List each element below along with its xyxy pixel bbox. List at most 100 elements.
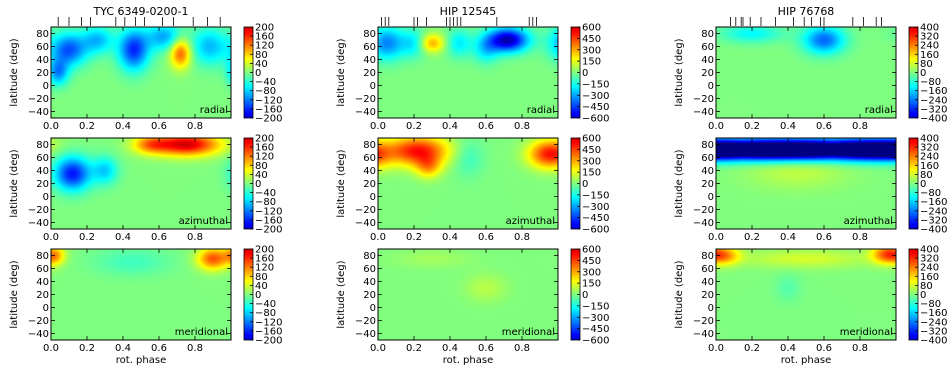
y-tick-label: −20 <box>693 205 714 216</box>
x-tick-label: 0.8 <box>852 232 868 243</box>
x-tick-label: 0.6 <box>151 343 167 354</box>
x-tick-label: 0.2 <box>744 121 760 132</box>
colorbar-tick-label: 40 <box>255 59 268 70</box>
colorbar-tick-label: −80 <box>255 197 276 208</box>
x-tick-label: 0.8 <box>514 232 530 243</box>
colorbar-tick-label: −160 <box>920 197 947 208</box>
component-label: radial <box>865 105 893 116</box>
y-tick-label: 60 <box>701 153 714 164</box>
colorbar-tick-label: −450 <box>582 213 609 224</box>
x-tick-label: 0.4 <box>115 232 131 243</box>
colorbar-tick-label: 450 <box>582 256 601 267</box>
heatmap-meridional <box>716 249 896 340</box>
colorbar-tick-label: 300 <box>582 267 601 278</box>
y-tick-label: −20 <box>28 94 49 105</box>
colorbar-tick-label: 40 <box>255 281 268 292</box>
x-axis-label: rot. phase <box>116 355 166 366</box>
x-tick-label: 0.0 <box>708 232 724 243</box>
colorbar-tick-label: −240 <box>920 317 947 328</box>
colorbar-tick-label: 320 <box>920 254 939 265</box>
colorbar-tick-label: 200 <box>255 134 274 145</box>
y-tick-label: 40 <box>701 277 714 288</box>
colorbar-tick-label: −120 <box>255 206 282 217</box>
y-tick-label: −20 <box>28 316 49 327</box>
x-tick-label: 0.6 <box>478 232 494 243</box>
heatmap-azimuthal <box>716 138 896 229</box>
colorbar-tick-label: −120 <box>255 95 282 106</box>
x-tick-label: 0.0 <box>370 232 386 243</box>
y-axis-label: latitude (deg) <box>336 149 347 217</box>
y-tick-label: 60 <box>36 264 49 275</box>
y-tick-label: 0 <box>370 192 376 203</box>
colorbar-tick-label: −450 <box>582 324 609 335</box>
colorbar-tick-label: 160 <box>255 254 274 265</box>
y-tick-label: 80 <box>701 140 714 151</box>
heatmap-radial <box>716 27 896 118</box>
x-tick-label: 0.8 <box>514 121 530 132</box>
component-label: azimuthal <box>506 216 555 227</box>
y-tick-label: 60 <box>363 264 376 275</box>
component-label: azimuthal <box>844 216 893 227</box>
y-axis-label: latitude (deg) <box>9 260 20 328</box>
colorbar-tick-label: 320 <box>920 143 939 154</box>
colorbar-tick-label: 600 <box>582 23 601 34</box>
colorbar-tick-label: −400 <box>920 336 947 347</box>
colorbar-tick-label: −160 <box>920 308 947 319</box>
x-tick-label: 0.6 <box>478 121 494 132</box>
x-tick-label: 0.0 <box>43 343 59 354</box>
y-tick-label: 40 <box>36 55 49 66</box>
colorbar-tick-label: 80 <box>920 59 933 70</box>
x-tick-label: 0.0 <box>708 121 724 132</box>
x-tick-label: 0.0 <box>708 343 724 354</box>
x-tick-label: 0.6 <box>478 343 494 354</box>
colorbar-tick-label: 0 <box>255 179 261 190</box>
component-label: meridional <box>175 327 228 338</box>
colorbar-tick-label: −40 <box>255 77 276 88</box>
y-tick-label: 0 <box>708 81 714 92</box>
y-tick-label: −40 <box>693 329 714 340</box>
y-tick-label: 60 <box>701 264 714 275</box>
colorbar-tick-label: −80 <box>920 188 941 199</box>
y-tick-label: 40 <box>363 55 376 66</box>
y-tick-label: −40 <box>355 107 376 118</box>
colorbar-tick-label: −150 <box>582 301 609 312</box>
y-axis-label: latitude (deg) <box>674 38 685 106</box>
y-tick-label: 80 <box>36 251 49 262</box>
colorbar-tick-label: −240 <box>920 95 947 106</box>
colorbar-tick-label: 320 <box>920 32 939 43</box>
heatmap-radial <box>378 27 558 118</box>
colorbar-tick-label: −160 <box>255 326 282 337</box>
colorbar-tick-label: 160 <box>255 32 274 43</box>
colorbar-tick-label: −600 <box>582 225 609 236</box>
y-tick-label: 80 <box>363 251 376 262</box>
x-tick-label: 0.6 <box>151 232 167 243</box>
colorbar-tick-label: 600 <box>582 134 601 145</box>
y-tick-label: 0 <box>708 192 714 203</box>
colorbar-tick-label: 80 <box>920 170 933 181</box>
y-tick-label: 60 <box>701 42 714 53</box>
colorbar-tick-label: −40 <box>255 299 276 310</box>
colorbar-tick-label: −200 <box>255 225 282 236</box>
component-label: azimuthal <box>179 216 228 227</box>
y-tick-label: 20 <box>701 290 714 301</box>
y-tick-label: −40 <box>28 218 49 229</box>
y-tick-label: 0 <box>370 303 376 314</box>
y-tick-label: 40 <box>701 55 714 66</box>
x-axis-label: rot. phase <box>781 355 831 366</box>
y-tick-label: 20 <box>36 179 49 190</box>
observation-phase-marks <box>381 17 537 26</box>
colorbar-tick-label: −600 <box>582 336 609 347</box>
colorbar-tick-label: 400 <box>920 245 939 256</box>
x-tick-label: 0.4 <box>115 343 131 354</box>
colorbar-tick-label: −300 <box>582 91 609 102</box>
component-label: meridional <box>502 327 555 338</box>
y-tick-label: 0 <box>708 303 714 314</box>
colorbar-tick-label: 160 <box>920 161 939 172</box>
x-tick-label: 0.4 <box>442 343 458 354</box>
y-tick-label: −20 <box>355 316 376 327</box>
heatmap-azimuthal <box>378 138 558 229</box>
x-tick-label: 0.2 <box>406 121 422 132</box>
colorbar-tick-label: −120 <box>255 317 282 328</box>
colorbar-tick-label: 300 <box>582 45 601 56</box>
